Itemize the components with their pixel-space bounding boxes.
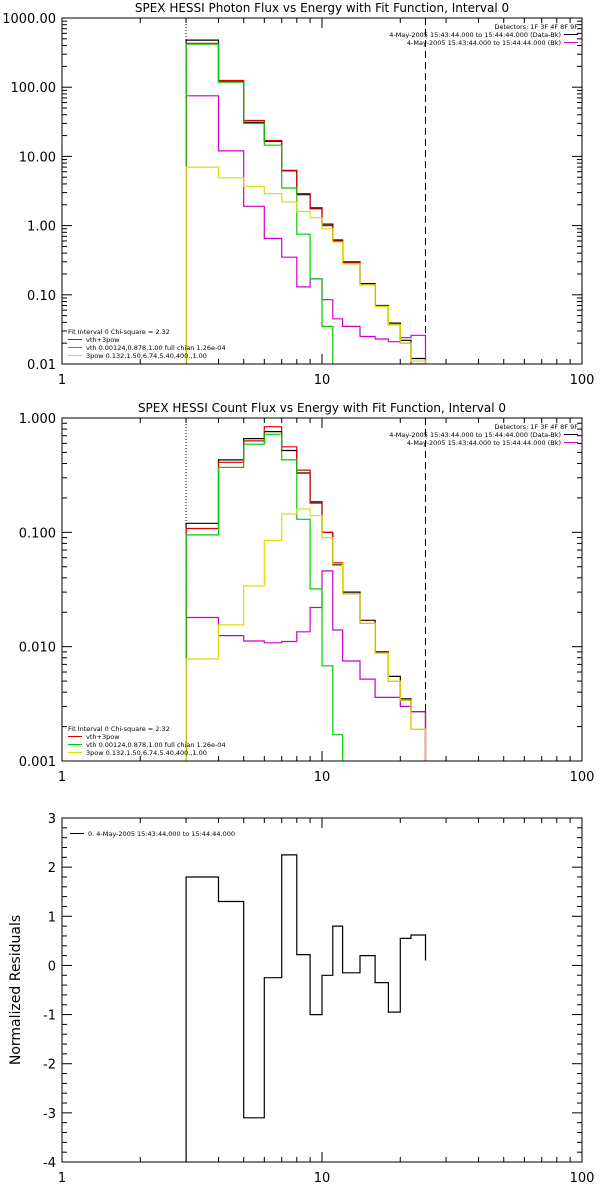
x-tick-label: 1 [58,1171,66,1186]
y-tick-label: -1 [43,1009,56,1024]
series-line-vth [185,433,344,761]
legend-header: Detectors: 1F 3F 4F 8F 9F [494,423,578,431]
y-tick-label: 0.100 [19,526,56,541]
legend-entry: 4-May-2005 15:43:44.000 to 15:44:44.000 … [389,431,561,439]
y-tick-label: 0.010 [19,641,56,656]
y-tick-label: 1000.00 [2,12,56,27]
legend-header: Detectors: 1F 3F 4F 8F 9F [494,23,578,31]
x-tick-label: 1 [58,770,66,785]
series-line-bk [185,95,427,364]
series-line-3pow [185,508,427,761]
x-ticks [61,818,571,1162]
legend-top-right: Detectors: 1F 3F 4F 8F 9F4-May-2005 15:4… [389,423,578,447]
y-tick-label: 1.00 [27,220,56,235]
x-ticks [61,18,571,364]
legend-entry: 0. 4-May-2005 15:43:44.000 to 15:44:44.0… [88,830,235,838]
series-line-data-bk [185,431,427,761]
legend-bottom-left: Fit Interval 0 Chi-square = 2.32vth+3pow… [68,725,226,757]
series-group [185,854,427,1162]
y-tick-label: 0 [48,959,56,974]
x-tick-label: 10 [314,373,331,388]
y-tick-label: 10.00 [19,150,56,165]
x-tick-label: 1 [58,373,66,388]
y-tick-label: 1.000 [19,412,56,427]
series-line-vth-3pow [185,426,427,761]
series-line-data-bk [185,39,427,364]
y-tick-label: 3 [48,812,56,827]
chart-panel-1: SPEX HESSI Photon Flux vs Energy with Fi… [2,1,595,388]
series-line-0-4-may-2005-15-43-44-000-to-15-44-44-000 [185,854,427,1162]
legend-top-right: Detectors: 1F 3F 4F 8F 9F4-May-2005 15:4… [389,23,578,47]
legend-entry: 3pow 0.132,1.50,6.74,5.40,400.,1.00 [86,352,207,360]
y-tick-label: 0.10 [27,289,56,304]
plot-frame [61,417,583,762]
x-tick-label: 10 [314,770,331,785]
legend-entry: vth 0.00124,0.878,1.00 full chian 1.26e-… [86,344,226,352]
legend-entry: vth+3pow [86,733,120,741]
series-group [185,426,427,761]
series-line-vth [185,43,334,364]
plot-frame [61,17,583,365]
x-tick-label: 100 [570,1171,595,1186]
legend-header: Fit Interval 0 Chi-square = 2.32 [68,725,170,733]
series-line-3pow [185,166,427,364]
chart-title: SPEX HESSI Photon Flux vs Energy with Fi… [135,1,509,15]
plot-frame [61,817,583,1163]
y-tick-label: 100.00 [11,81,57,96]
chart-panel-2: SPEX HESSI Count Flux vs Energy with Fit… [19,401,595,785]
legend-top-left: 0. 4-May-2005 15:43:44.000 to 15:44:44.0… [70,830,235,838]
legend-entry: 3pow 0.132,1.50,6.74,5.40,400.,1.00 [86,749,207,757]
legend-header: Fit Interval 0 Chi-square = 2.32 [68,328,170,336]
y-ticks [62,422,582,762]
x-tick-label: 100 [570,373,595,388]
legend-entry: 4-May-2005 15:43:44.000 to 15:44:44.000 … [407,39,561,47]
series-line-vth-3pow [185,42,427,364]
y-tick-label: -3 [43,1107,56,1122]
chart-panel-3: Normalized Residuals 1 10 100 -4 -3 -2 -1 0 1 2 3 0.… [8,812,594,1186]
legend-entry: 4-May-2005 15:43:44.000 to 15:44:44.000 … [407,439,561,447]
legend-bottom-left: Fit Interval 0 Chi-square = 2.32vth+3pow… [68,328,226,360]
series-group [185,39,427,364]
y-tick-label: -2 [43,1058,56,1073]
legend-entry: vth+3pow [86,336,120,344]
chart-title: SPEX HESSI Count Flux vs Energy with Fit… [138,401,506,415]
x-tick-label: 10 [314,1171,331,1186]
y-tick-label: 0.001 [19,755,56,770]
legend-entry: 4-May-2005 15:43:44.000 to 15:44:44.000 … [389,31,561,39]
y-tick-label: -4 [43,1156,56,1171]
y-axis-label: Normalized Residuals [8,915,24,1065]
y-tick-label: 2 [48,861,56,876]
legend-entry: vth 0.00124,0.878,1.00 full chian 1.26e-… [86,741,226,749]
y-tick-label: 0.01 [27,358,56,373]
series-line-bk [185,570,427,761]
x-tick-label: 100 [570,770,595,785]
y-tick-label: 1 [48,910,56,925]
